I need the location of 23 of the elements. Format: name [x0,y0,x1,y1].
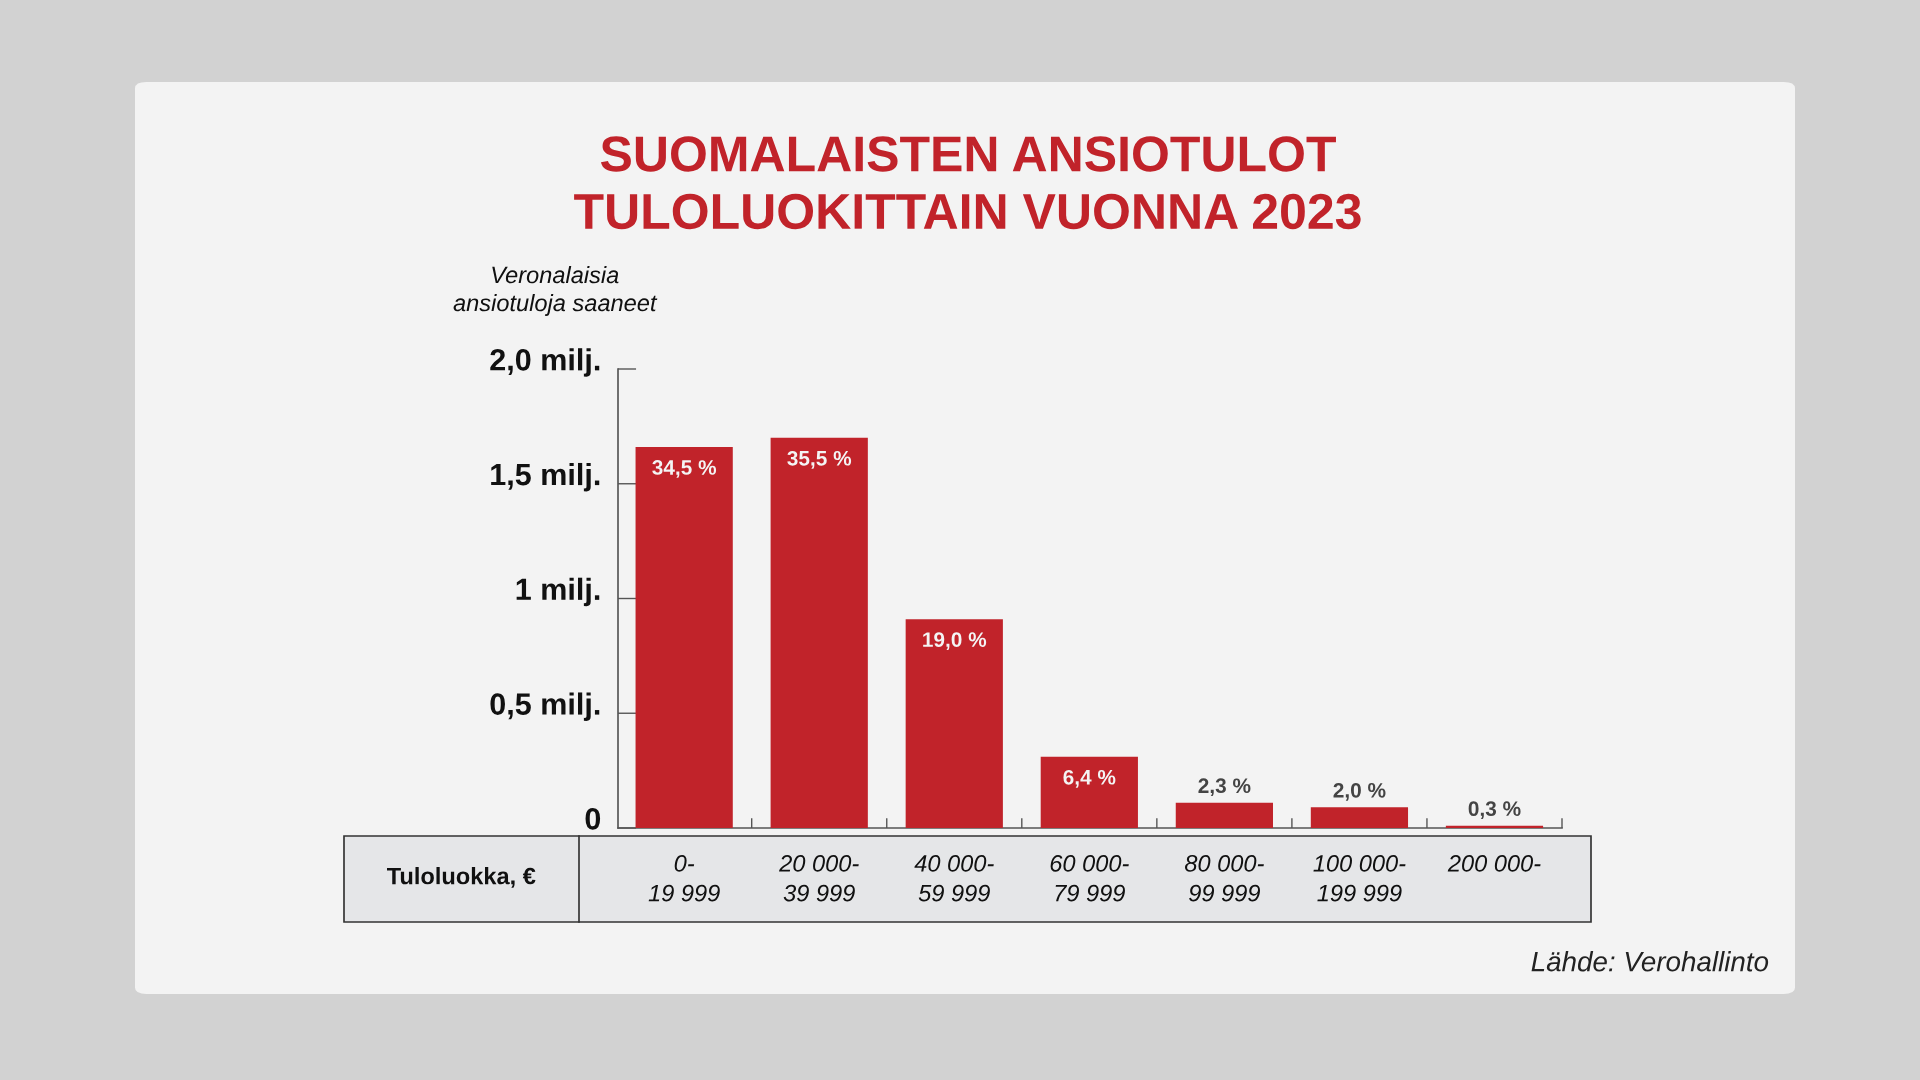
x-tick-label: 100 000- 199 999 [1313,855,1406,902]
annotation: 35,5 % [787,450,852,469]
x-tick-label: 0- 19 999 [648,855,720,902]
y-tick-label: 2,0 milj. [490,348,600,377]
x-tick-label: 20 000- 39 999 [779,855,859,902]
x-tick-label: 80 000- 99 999 [1184,855,1264,902]
annotation: 34,5 % [652,460,717,478]
y-tick-label: 1,5 milj. [491,462,600,492]
annotation: 0,3 % [1468,801,1521,820]
annotation: 2,3 % [1198,778,1251,797]
chart-title: SUOMALAISTEN ANSIOTULOT TULOLUOKITTAIN VUONNA 2023 [574,136,1361,230]
text: Lähde: Verohallinto [1531,951,1769,972]
x-tick-label: 40 000- 59 999 [914,855,994,902]
annotation: 19,0 % [923,632,987,650]
y-tick-label: 0,5 milj. [490,692,600,721]
y-tick-label: 0 [585,808,601,830]
annotation: 6,4 % [1063,769,1116,788]
y-axis-title: Veronalaisia ansiotuloja saaneet [453,265,658,316]
y-tick-label: 1 milj. [516,577,600,607]
x-tick-label: 60 000- 79 999 [1050,855,1129,902]
x-axis-title: Tuloluokka, € [387,867,536,888]
x-tick-label: 200 000- [1447,855,1541,872]
annotation: 2,0 % [1333,782,1386,801]
